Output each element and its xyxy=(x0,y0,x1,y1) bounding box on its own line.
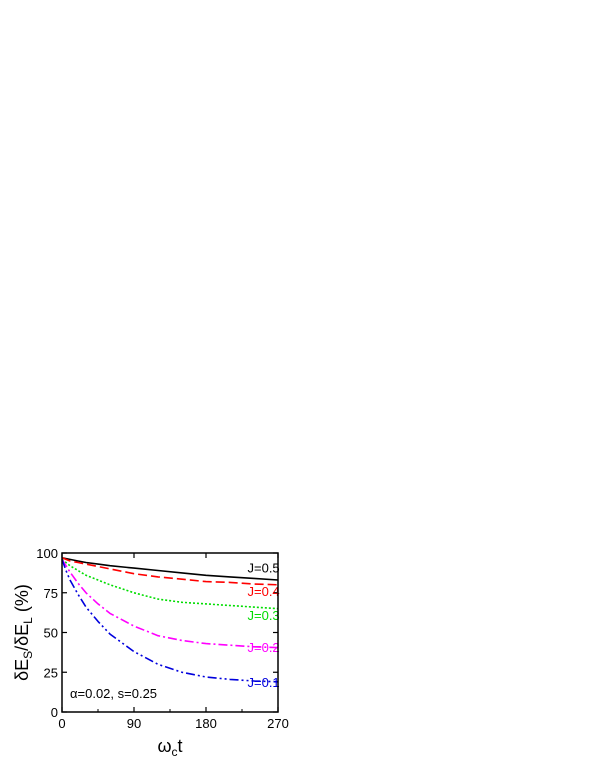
series-layer xyxy=(61,557,279,683)
series-line-4 xyxy=(61,558,279,649)
x-tick-label: 270 xyxy=(267,716,289,731)
series-label-2: J=0.4 xyxy=(248,584,280,599)
x-tick-label: 90 xyxy=(127,716,141,731)
x-tick-label: 180 xyxy=(195,716,217,731)
x-title-main: ω xyxy=(157,736,171,756)
y-title-p1: δE xyxy=(12,659,32,681)
y-tick-label: 50 xyxy=(44,626,58,641)
plot-frame xyxy=(61,552,279,713)
y-title-p2: /δE xyxy=(12,624,32,651)
series-line-3 xyxy=(61,558,279,610)
labels-layer: J=0.5 J=0.4 J=0.3 J=0.2 J=0.1 xyxy=(248,560,280,689)
series-label-1: J=0.5 xyxy=(248,560,280,575)
y-tick-label: 75 xyxy=(44,586,58,601)
series-label-5: J=0.1 xyxy=(248,675,280,690)
y-title-p3: (%) xyxy=(12,584,32,617)
series-line-5 xyxy=(61,559,279,683)
x-title-sub: c xyxy=(172,745,178,759)
x-title-tail: t xyxy=(178,736,183,756)
y-axis-title: δES/δEL (%) xyxy=(12,584,35,681)
series-line-2 xyxy=(61,557,279,586)
ticks-layer: 0 90 180 270 0 25 50 75 100 xyxy=(36,546,289,731)
y-title-s1: S xyxy=(21,651,35,659)
y-tick-label: 0 xyxy=(51,705,58,720)
x-axis-title: ωct xyxy=(157,736,182,759)
y-title-s2: L xyxy=(21,617,35,624)
series-line-1 xyxy=(61,557,279,581)
y-tick-label: 25 xyxy=(44,665,58,680)
x-tick-label: 0 xyxy=(58,716,65,731)
y-tick-label: 100 xyxy=(36,546,58,561)
chart-annotation: α=0.02, s=0.25 xyxy=(70,686,157,701)
series-label-4: J=0.2 xyxy=(248,640,280,655)
series-label-3: J=0.3 xyxy=(248,608,280,623)
